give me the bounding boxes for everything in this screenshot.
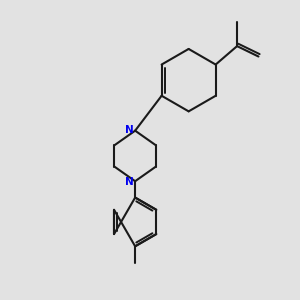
Text: N: N <box>125 177 134 187</box>
Text: N: N <box>125 125 134 135</box>
